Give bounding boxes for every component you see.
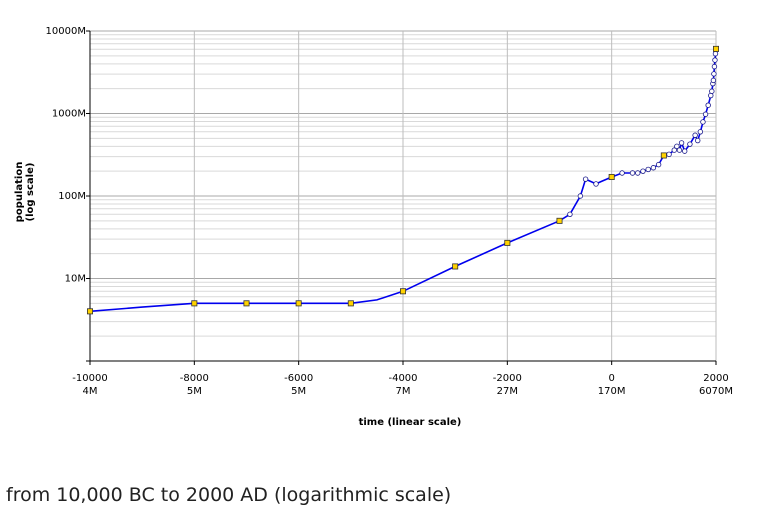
x-tick-sublabel: 6070M: [699, 386, 733, 397]
x-tick-sublabel: 5M: [187, 386, 202, 397]
data-point-square: [713, 45, 720, 52]
data-point: [700, 119, 706, 125]
series: [87, 45, 720, 315]
data-point-square: [243, 300, 250, 307]
data-point: [577, 193, 584, 199]
data-point-square: [87, 308, 94, 315]
data-point-square: [556, 217, 563, 224]
data-point: [687, 141, 693, 147]
data-point: [645, 166, 651, 173]
x-tick-label: -10000: [72, 373, 107, 384]
data-point: [671, 147, 677, 153]
y-axis-title-line2: (log scale): [25, 163, 36, 222]
data-point: [593, 181, 599, 187]
data-point: [635, 170, 641, 176]
data-point: [678, 140, 685, 146]
data-point: [676, 147, 683, 153]
x-axis-title: time (linear scale): [359, 417, 462, 428]
x-tick-label: -8000: [180, 373, 209, 384]
y-tick-label: 1000M: [52, 109, 86, 120]
data-point: [692, 132, 698, 138]
x-tick-label: -6000: [284, 373, 313, 384]
data-point-square: [191, 300, 198, 307]
data-point: [712, 51, 719, 57]
y-axis-title: population (log scale): [14, 162, 36, 223]
y-tick-label: 10M: [65, 274, 86, 285]
data-point: [650, 165, 657, 171]
data-point: [712, 57, 718, 63]
x-tick-label: 2000: [703, 373, 728, 384]
y-tick-labels: 10M 100M 1000M 10000M: [46, 26, 86, 285]
axes: [86, 30, 717, 365]
data-point: [708, 92, 714, 99]
data-point: [582, 176, 589, 182]
data-point-square: [660, 152, 667, 159]
x-tick-label: -4000: [388, 373, 417, 384]
data-point: [682, 148, 688, 154]
data-point-square: [347, 300, 354, 307]
y-tick-label: 10000M: [46, 26, 86, 37]
data-point: [674, 143, 680, 150]
population-chart: 10M 100M 1000M 10000M -10000 4M -8000 5M -6000 5…: [14, 26, 733, 428]
x-tick-label: 0: [608, 373, 614, 384]
data-point-square: [295, 300, 302, 307]
data-point: [619, 170, 625, 176]
data-point-square: [452, 263, 459, 270]
data-point: [711, 71, 717, 77]
x-tick-sublabel: 4M: [83, 386, 98, 397]
caption: from 10,000 BC to 2000 AD (logarithmic s…: [6, 484, 452, 506]
x-tick-sublabel: 27M: [497, 386, 518, 397]
x-tick-sublabel: 170M: [598, 386, 626, 397]
data-point: [695, 137, 701, 144]
data-point: [666, 151, 672, 158]
grid: [89, 30, 717, 361]
data-point: [702, 111, 709, 117]
y-axis-title-line1: population: [14, 162, 25, 223]
x-tick-sublabel: 5M: [291, 386, 306, 397]
data-point: [629, 170, 636, 176]
y-tick-label: 100M: [58, 191, 86, 202]
x-tick-sublabel: 7M: [396, 386, 411, 397]
data-point: [711, 63, 718, 70]
data-point: [640, 168, 646, 174]
data-point-square: [504, 239, 511, 246]
data-point: [567, 211, 573, 218]
x-tick-label: -2000: [493, 373, 522, 384]
data-point: [709, 88, 715, 94]
data-point: [697, 129, 704, 135]
data-point: [655, 161, 662, 168]
data-point-square: [399, 288, 406, 295]
data-point-square: [608, 173, 615, 180]
data-point: [705, 102, 711, 108]
x-tick-labels: -10000 4M -8000 5M -6000 5M -4000 7M -2000 27M 0 17…: [72, 373, 733, 397]
data-point: [710, 77, 717, 84]
